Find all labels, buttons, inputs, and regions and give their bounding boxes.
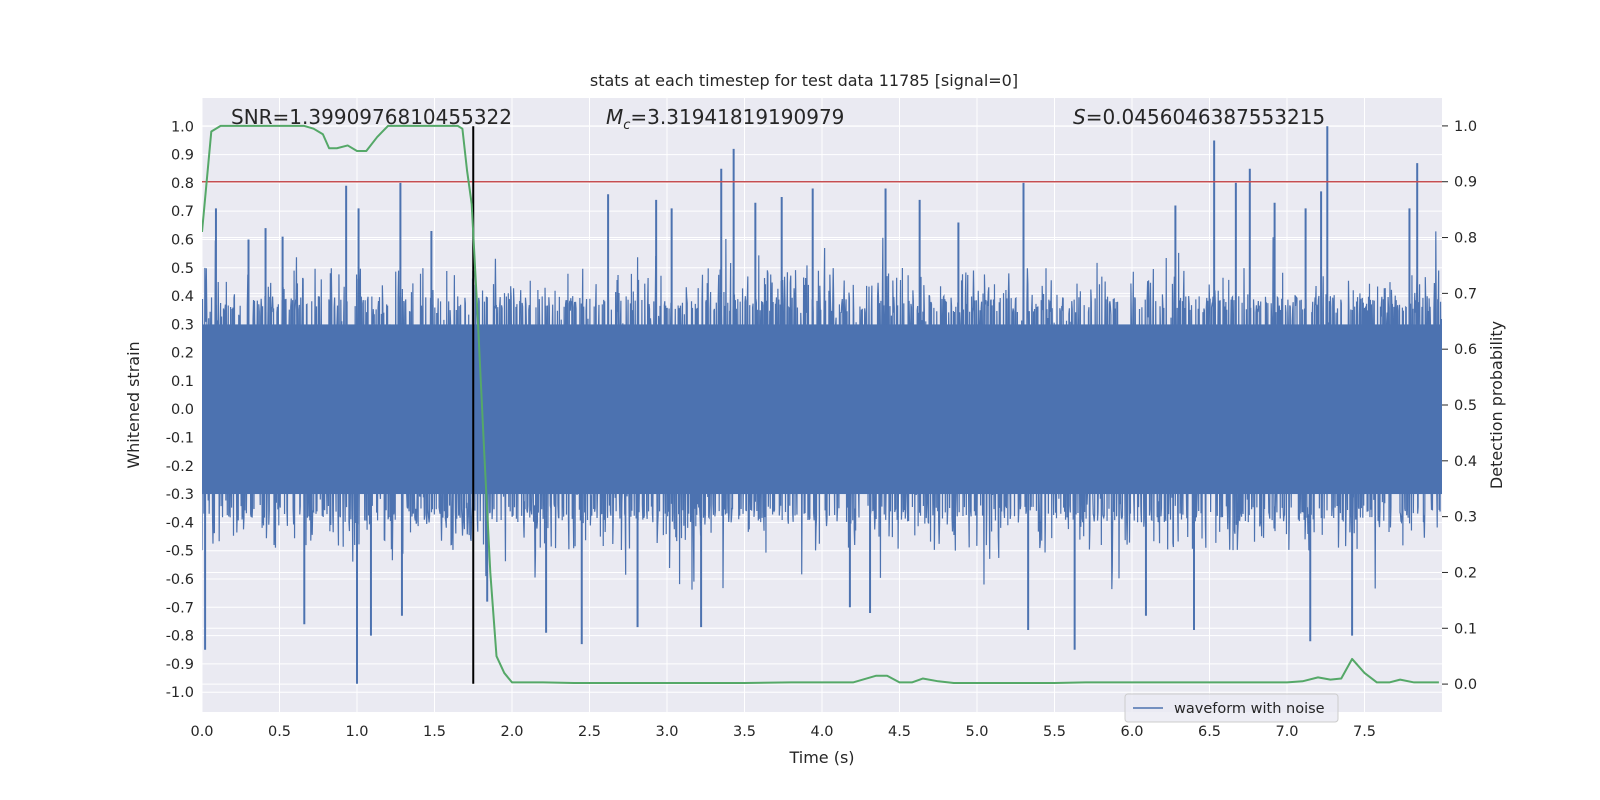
- legend: waveform with noise: [1124, 693, 1339, 723]
- y2-axis-label: Detection probability: [1487, 321, 1506, 489]
- legend-box: [1124, 693, 1339, 723]
- probability-line: [202, 124, 1439, 684]
- x-tick-label: 7.0: [1275, 724, 1298, 740]
- y2-axis-ticks: 1.0 0.9 0.8 0.7 0.6 0.5 0.4 0.3 0.2 0.1 0.0: [1442, 119, 1477, 693]
- s-symbol: S: [1073, 105, 1086, 129]
- x-tick-label: 3.0: [655, 724, 678, 740]
- x-tick-label: 4.5: [888, 724, 911, 740]
- y-tick-label: -0.1: [166, 431, 194, 447]
- y-tick-label: 0.0: [171, 402, 194, 418]
- y-tick-label: -0.7: [166, 600, 194, 616]
- x-tick-label: 1.0: [345, 724, 368, 740]
- x-tick-label: 0.5: [268, 724, 291, 740]
- y2-tick-label: 0.9: [1454, 175, 1477, 191]
- legend-label: waveform with noise: [1174, 701, 1325, 717]
- y-tick-label: 0.6: [171, 232, 194, 248]
- y-tick-label: 0.4: [171, 289, 194, 305]
- y-tick-label: -0.5: [166, 544, 194, 560]
- y2-tick-label: 0.5: [1454, 398, 1477, 414]
- x-axis-label: Time (s): [788, 748, 854, 767]
- y-tick-label: 0.3: [171, 317, 194, 333]
- x-tick-label: 6.0: [1120, 724, 1143, 740]
- s-annotation: S=0.0456046387553215: [1073, 105, 1325, 129]
- y-tick-label: -0.4: [166, 515, 194, 531]
- y-tick-label: -1.0: [166, 685, 194, 701]
- x-tick-label: 5.5: [1043, 724, 1066, 740]
- x-tick-label: 2.0: [500, 724, 523, 740]
- x-tick-label: 4.0: [810, 724, 833, 740]
- y2-tick-label: 0.7: [1454, 286, 1477, 302]
- y-tick-label: 1.0: [171, 119, 194, 135]
- y-tick-label: 0.5: [171, 261, 194, 277]
- mc-subscript: c: [623, 118, 630, 133]
- waveform-core: [202, 324, 1442, 495]
- y-tick-label: -0.9: [166, 657, 194, 673]
- y-tick-label: -0.8: [166, 629, 194, 645]
- y-tick-label: -0.2: [166, 459, 194, 475]
- x-tick-label: 5.0: [965, 724, 988, 740]
- y-tick-label: 0.9: [171, 148, 194, 164]
- probability-series: [202, 124, 1439, 684]
- y-tick-label: 0.7: [171, 204, 194, 220]
- y-tick-label: 0.8: [171, 176, 194, 192]
- y-axis-ticks: 1.0 0.9 0.8 0.7 0.6 0.5 0.4 0.3 0.2 0.1 0.0 -0.1 -0.…: [166, 119, 194, 701]
- snr-annotation: SNR=1.3990976810455322: [231, 105, 512, 129]
- x-axis-ticks: 0.0 0.5 1.0 1.5 2.0 2.5 3.0 3.5 4.0 4.5 5.0 5.5 6.0 6…: [190, 724, 1376, 740]
- y2-tick-label: 0.3: [1454, 510, 1477, 526]
- y-axis-label: Whitened strain: [124, 341, 143, 468]
- y-tick-label: 0.2: [171, 346, 194, 362]
- waveform-series: [202, 126, 1442, 684]
- y2-tick-label: 0.4: [1454, 454, 1477, 470]
- mc-value: =3.31941819190979: [630, 105, 844, 129]
- y2-tick-label: 0.1: [1454, 621, 1477, 637]
- mc-symbol: M: [606, 105, 623, 129]
- x-tick-label: 2.5: [578, 724, 601, 740]
- x-tick-label: 1.5: [423, 724, 446, 740]
- s-value: =0.0456046387553215: [1086, 105, 1325, 129]
- y-tick-label: -0.6: [166, 572, 194, 588]
- chart-title: stats at each timestep for test data 117…: [590, 71, 1018, 90]
- y2-tick-label: 1.0: [1454, 119, 1477, 135]
- x-tick-label: 0.0: [190, 724, 213, 740]
- x-tick-label: 7.5: [1353, 724, 1376, 740]
- x-tick-label: 3.5: [733, 724, 756, 740]
- y2-tick-label: 0.2: [1454, 565, 1477, 581]
- mc-annotation: Mc=3.31941819190979: [606, 105, 844, 133]
- y2-tick-label: 0.0: [1454, 677, 1477, 693]
- y2-tick-label: 0.6: [1454, 342, 1477, 358]
- x-tick-label: 6.5: [1198, 724, 1221, 740]
- y2-tick-label: 0.8: [1454, 231, 1477, 247]
- y-tick-label: 0.1: [171, 374, 194, 390]
- y-tick-label: -0.3: [166, 487, 194, 503]
